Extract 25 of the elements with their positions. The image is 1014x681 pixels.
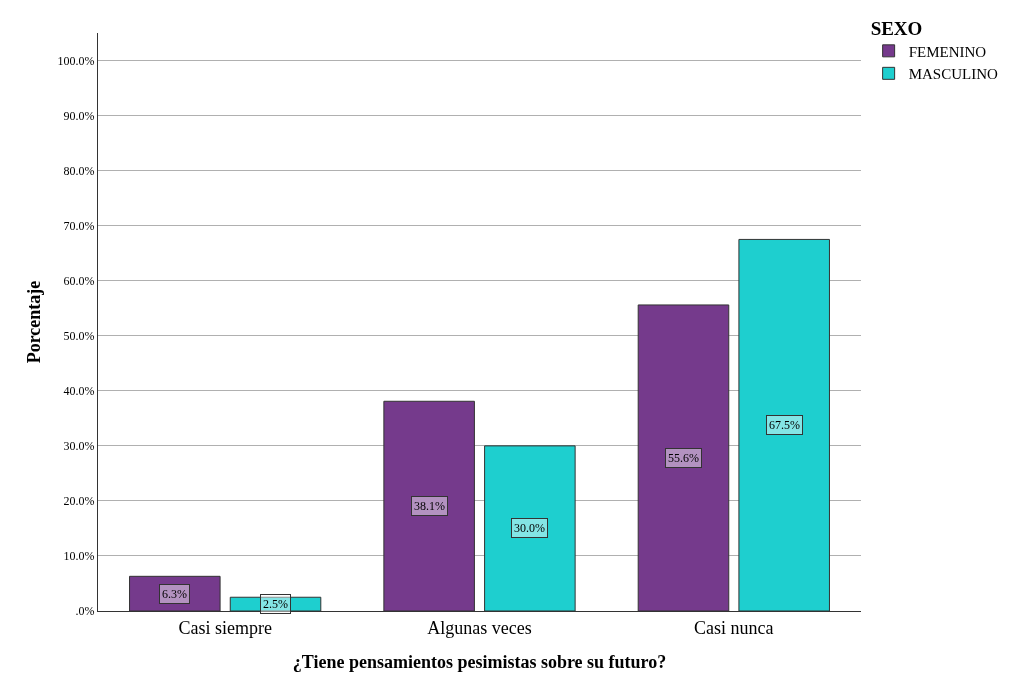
legend-title: SEXO: [870, 17, 923, 39]
y-tick-label: 100.0%: [57, 53, 95, 68]
x-tick-label: Casi siempre: [178, 617, 272, 638]
data-label: 38.1%: [414, 499, 445, 513]
y-tick-label: 90.0%: [63, 108, 95, 123]
x-axis-title: ¿Tiene pensamientos pesimistas sobre su futuro?: [292, 651, 667, 672]
data-label: 67.5%: [769, 418, 800, 432]
y-tick-label: .0%: [75, 604, 95, 619]
data-label: 6.3%: [162, 587, 187, 601]
data-label: 55.6%: [668, 451, 699, 465]
y-tick-label: 70.0%: [63, 218, 95, 233]
y-tick-label: 50.0%: [63, 328, 95, 343]
data-label: 2.5%: [263, 597, 288, 611]
legend-label: FEMENINO: [908, 43, 987, 60]
y-tick-label: 10.0%: [63, 549, 95, 564]
y-axis-title: Porcentaje: [23, 280, 44, 364]
y-tick-label: 30.0%: [63, 439, 95, 454]
data-label: 30.0%: [514, 521, 545, 535]
legend-label: MASCULINO: [908, 66, 998, 83]
y-tick-label: 40.0%: [63, 384, 95, 399]
y-tick-label: 20.0%: [63, 494, 95, 509]
y-tick-label: 80.0%: [63, 163, 95, 178]
y-tick-label: 60.0%: [63, 273, 95, 288]
x-tick-label: Casi nunca: [694, 617, 774, 638]
x-tick-label: Algunas veces: [427, 617, 532, 638]
